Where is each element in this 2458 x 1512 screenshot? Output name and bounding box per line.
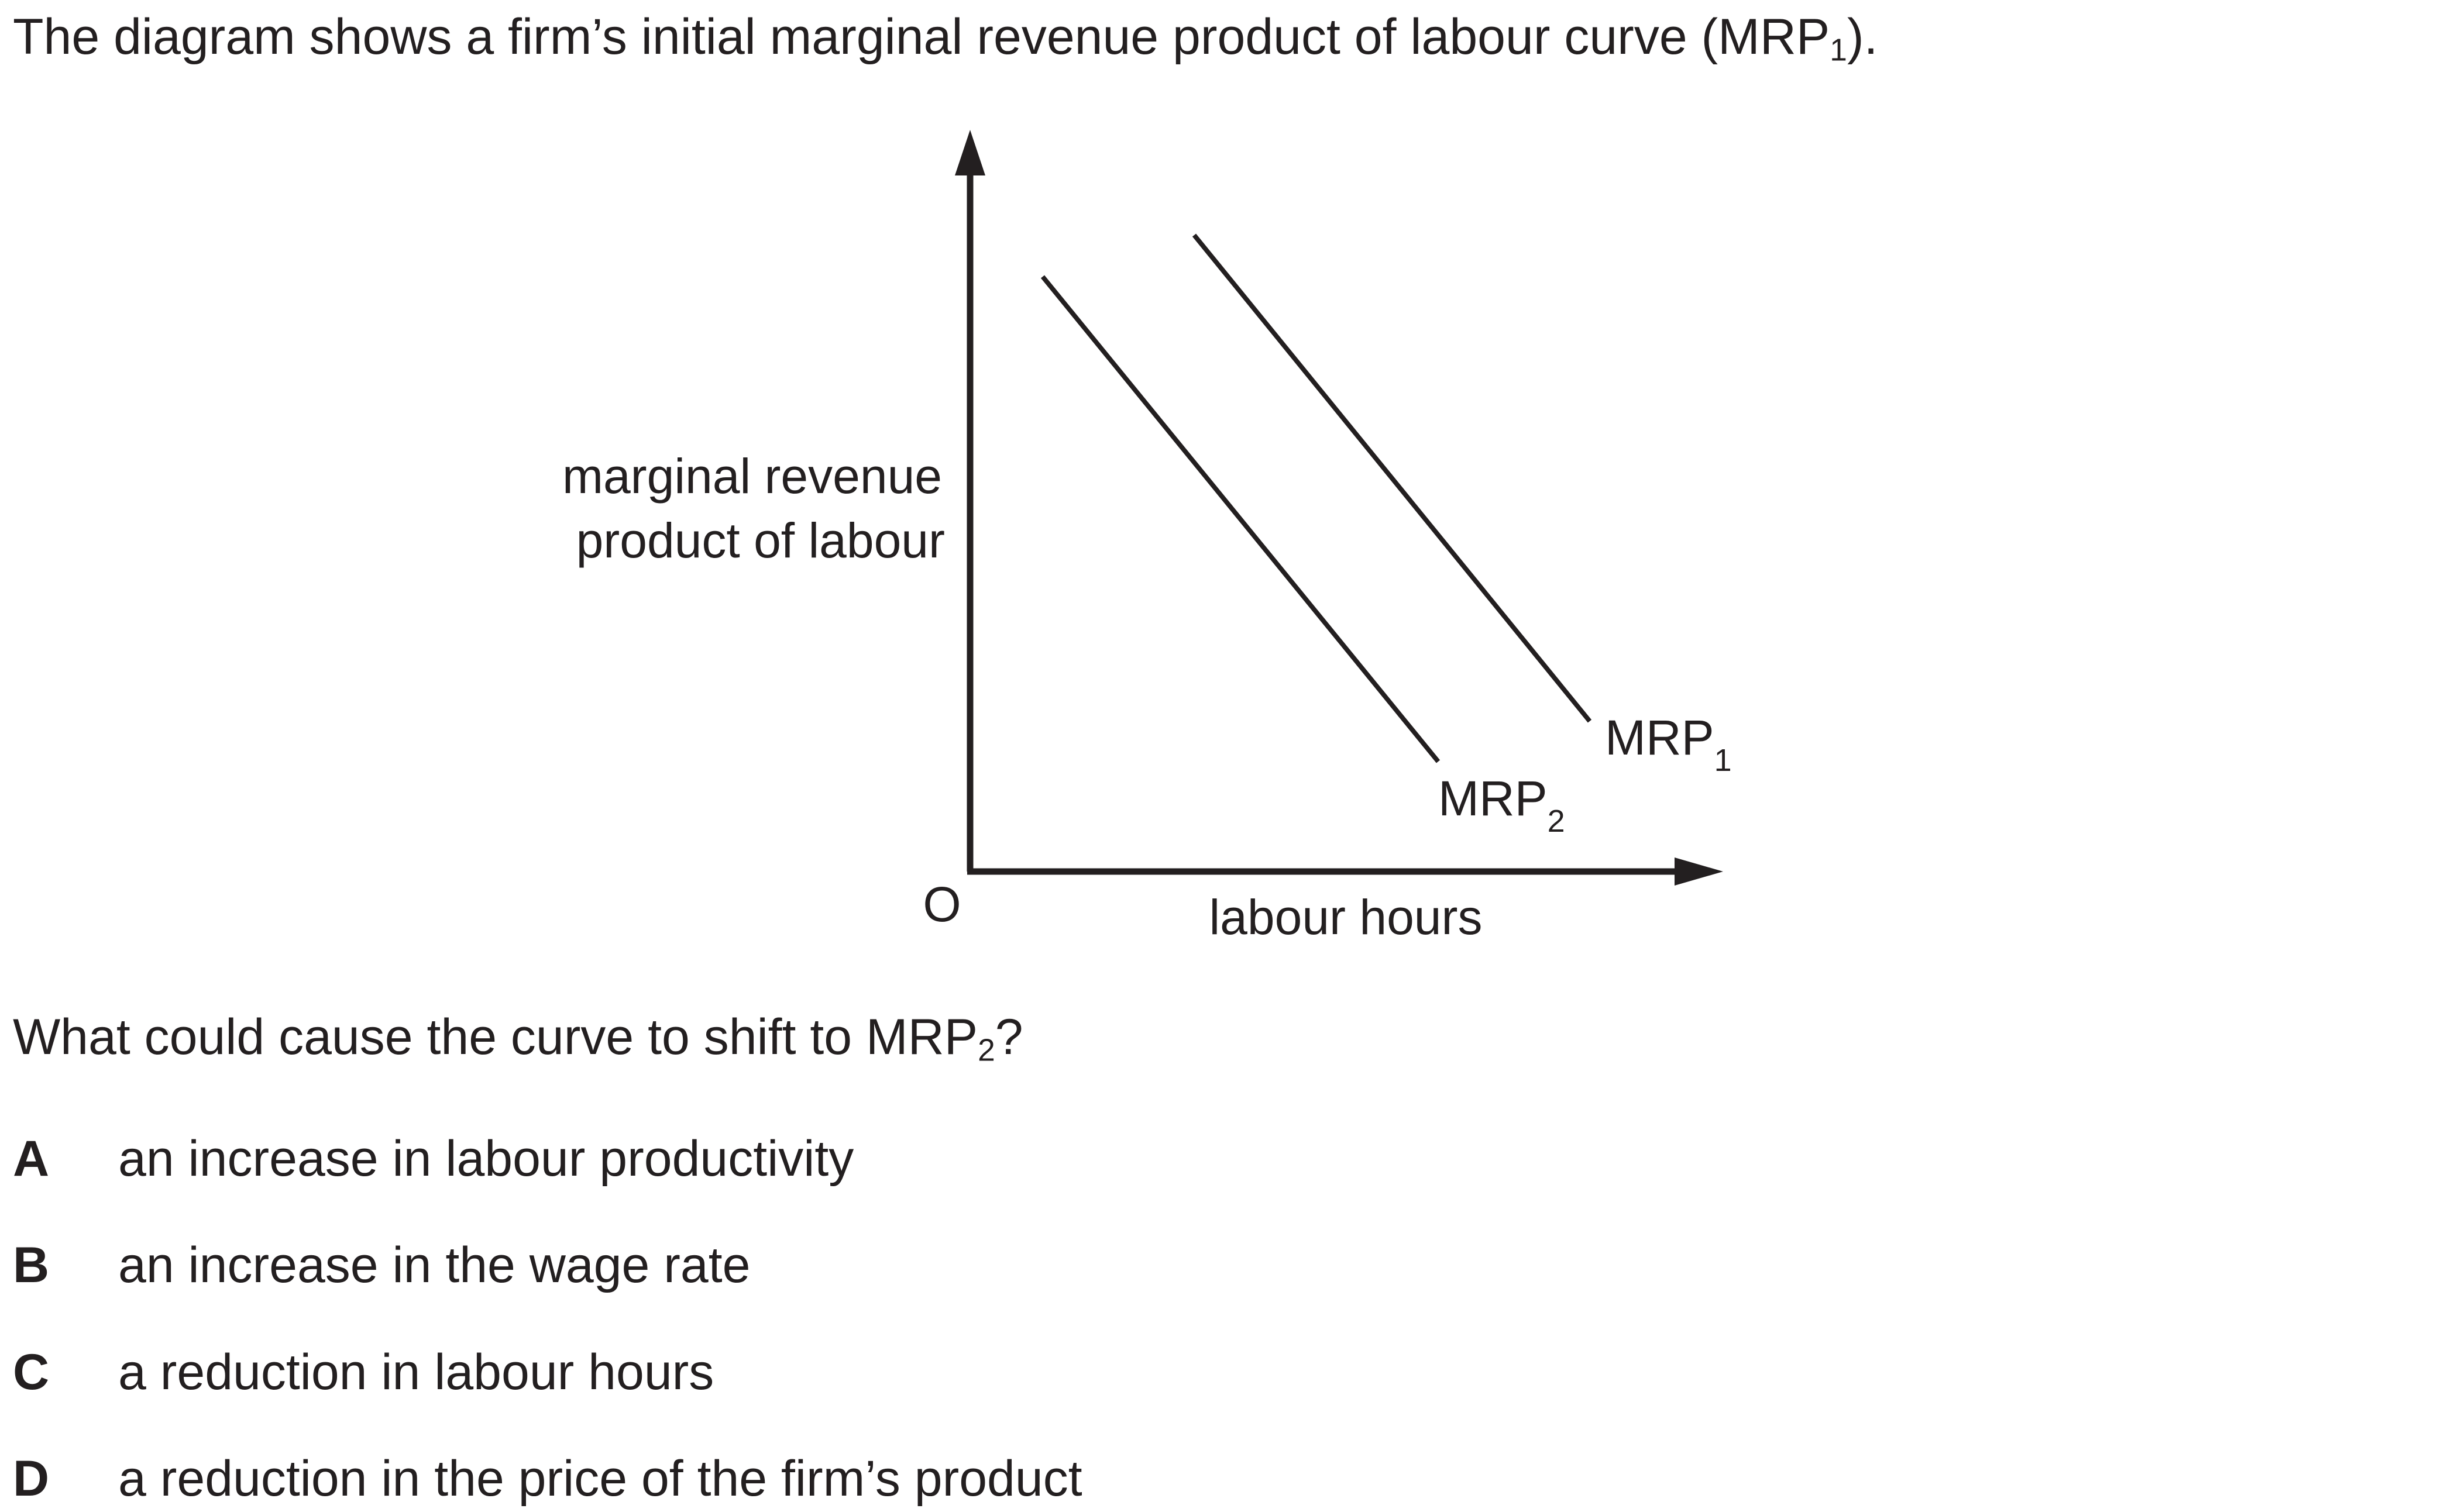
mrp2-label-main: MRP (1438, 771, 1548, 826)
option-letter: D (13, 1451, 50, 1507)
x-axis-label: labour hours (1209, 890, 1483, 945)
y-axis-label-line1: marginal revenue (562, 449, 942, 504)
option-letter: B (13, 1237, 50, 1293)
question-main: What could cause the curve to shift to M… (13, 1009, 978, 1065)
question-subscript: 2 (978, 1033, 995, 1068)
mrp2-label-sub: 2 (1548, 804, 1565, 839)
y-axis-arrowhead (955, 130, 985, 175)
mrp1-label: MRP1 (1605, 710, 1732, 778)
intro-subscript: 1 (1830, 33, 1847, 68)
mrp2-label: MRP2 (1438, 771, 1565, 839)
intro-end: ). (1847, 9, 1878, 65)
question-end: ? (995, 1009, 1023, 1065)
y-axis-label-line2: product of labour (576, 513, 945, 568)
option-letter: C (13, 1344, 50, 1400)
mrp-diagram: marginal revenue product of labour O lab… (562, 130, 1732, 945)
option-text: an increase in labour productivity (118, 1131, 854, 1187)
option-letter: A (13, 1131, 50, 1187)
origin-label: O (923, 877, 961, 932)
option-text: a reduction in the price of the firm’s p… (118, 1451, 1082, 1507)
option-text: an increase in the wage rate (118, 1237, 751, 1293)
question-text: What could cause the curve to shift to M… (13, 1007, 1023, 1067)
intro-text: The diagram shows a firm’s initial margi… (13, 7, 1878, 67)
mrp1-curve (1192, 233, 1592, 723)
mrp1-label-main: MRP (1605, 710, 1714, 765)
option-text: a reduction in labour hours (118, 1344, 714, 1400)
mrp1-label-sub: 1 (1714, 743, 1732, 778)
x-axis-arrowhead (1675, 857, 1723, 886)
intro-main: The diagram shows a firm’s initial margi… (13, 9, 1830, 65)
mrp2-curve (1040, 275, 1441, 763)
